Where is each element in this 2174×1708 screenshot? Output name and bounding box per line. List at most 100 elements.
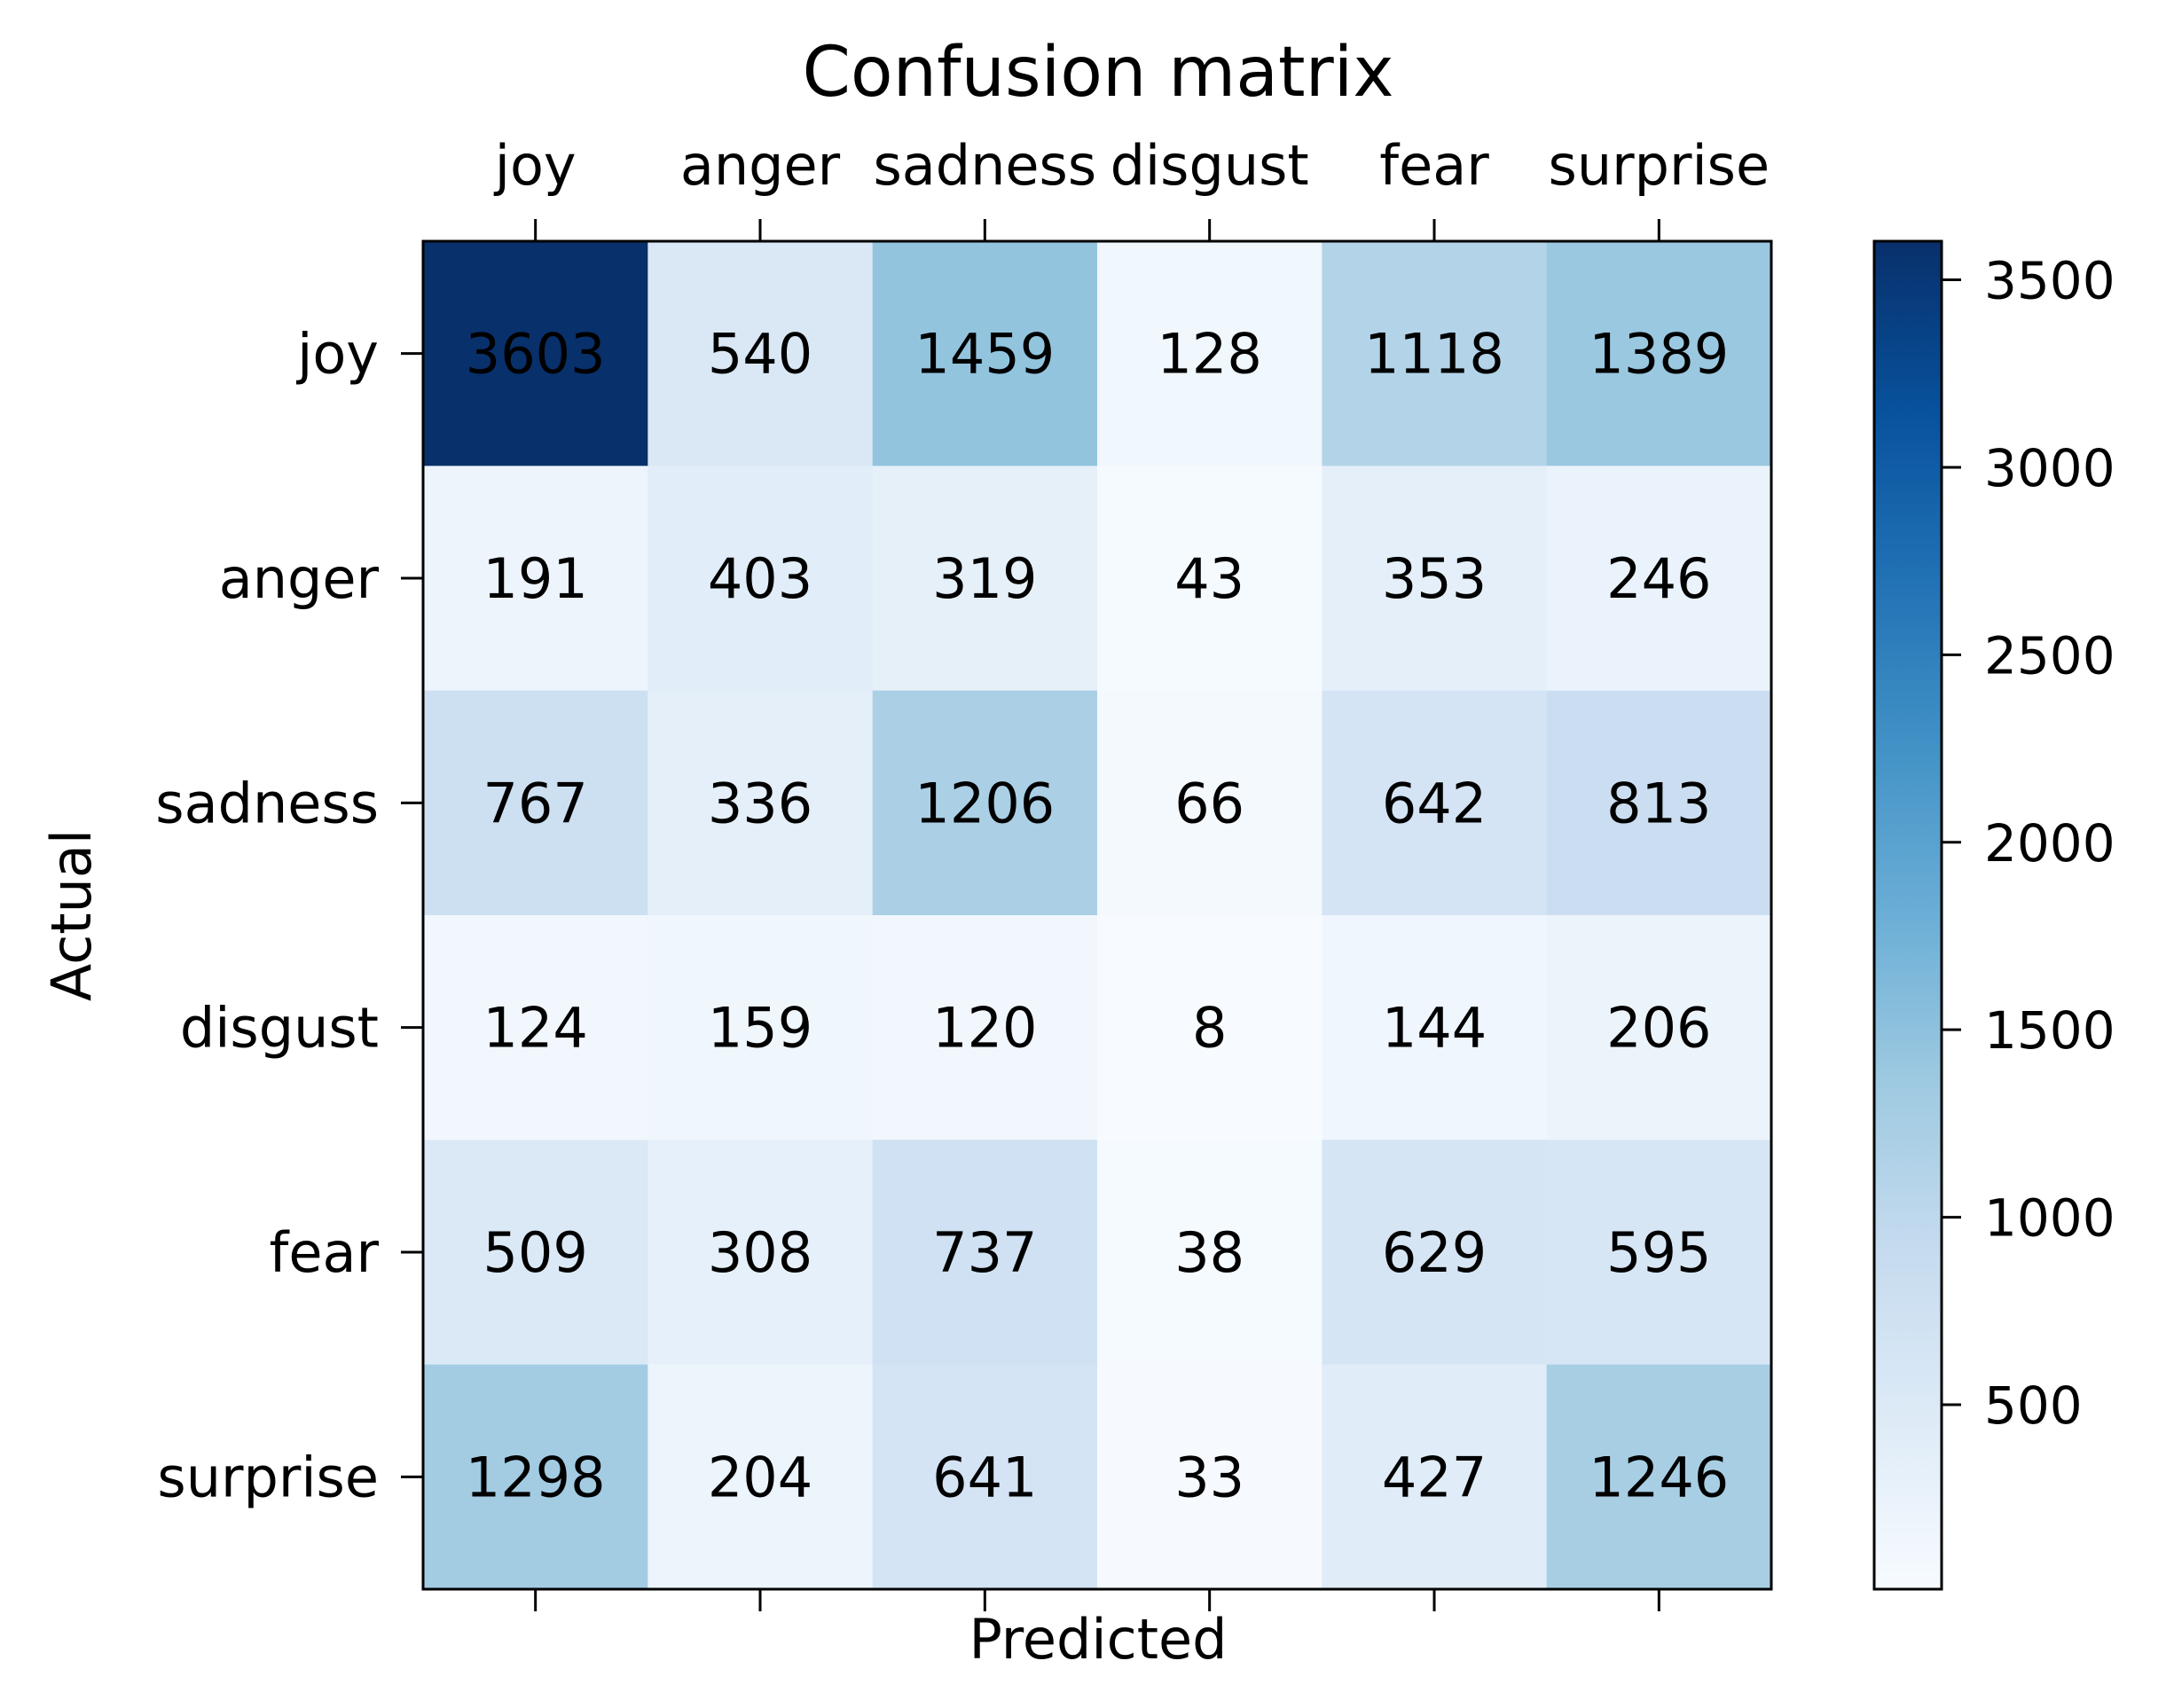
cell-value-label: 206 (1606, 996, 1711, 1061)
y-tick-label: sadness (155, 771, 379, 835)
x-tick-label: disgust (1111, 133, 1309, 198)
cell-value-label: 353 (1382, 546, 1487, 611)
heatmap-cell (1322, 690, 1548, 916)
heatmap-cell (1322, 466, 1548, 692)
heatmap-cell (872, 466, 1098, 692)
chart-title: Confusion matrix (802, 33, 1393, 113)
cell-value-label: 124 (483, 996, 587, 1061)
cell-value-label: 159 (708, 996, 812, 1061)
y-tick-label: disgust (180, 996, 379, 1061)
y-tick-label: anger (219, 546, 380, 611)
cell-value-label: 246 (1606, 546, 1711, 611)
heatmap-cell (1546, 1364, 1772, 1590)
colorbar-tick-label: 1500 (1984, 1000, 2115, 1061)
x-tick-label: sadness (873, 133, 1096, 198)
colorbar-tick-label: 2000 (1984, 813, 2115, 874)
cell-value-label: 642 (1382, 771, 1487, 835)
cell-value-label: 540 (708, 322, 812, 387)
heatmap-cell (423, 1364, 648, 1590)
cell-value-label: 66 (1174, 771, 1244, 835)
cell-value-label: 509 (483, 1220, 587, 1285)
cell-value-label: 1298 (466, 1445, 606, 1509)
cell-value-label: 38 (1174, 1220, 1244, 1285)
cell-value-label: 319 (932, 546, 1037, 611)
cell-value-label: 767 (483, 771, 587, 835)
cell-value-label: 144 (1382, 996, 1487, 1061)
cell-value-label: 427 (1382, 1445, 1487, 1509)
heatmap-cell (647, 466, 874, 692)
cell-value-label: 128 (1157, 322, 1261, 387)
y-tick-label: fear (270, 1220, 380, 1285)
heatmap-cell (1097, 1140, 1322, 1366)
heatmap-cell (1097, 466, 1322, 692)
colorbar-ticks: 500 1000 1500 2000 2500 3000 3500 (1942, 251, 2115, 1436)
x-tick-label: anger (680, 133, 841, 198)
y-tick-label: surprise (157, 1445, 379, 1509)
cell-value-label: 1118 (1364, 322, 1504, 387)
heatmap-cell (1546, 1140, 1772, 1366)
heatmap-cell (1097, 241, 1322, 466)
cell-value-label: 120 (932, 996, 1037, 1061)
y-tick-label: joy (295, 322, 379, 387)
cell-value-label: 629 (1382, 1220, 1487, 1285)
y-axis-ticks: joy anger sadness disgust fear surprise (155, 322, 423, 1509)
colorbar-tick-label: 3000 (1984, 438, 2115, 498)
x-axis-ticks: joy anger sadness disgust fear surprise (493, 133, 1770, 1611)
cell-value-label: 33 (1174, 1445, 1244, 1509)
heatmap-cell (647, 1140, 874, 1366)
cell-value-label: 813 (1606, 771, 1711, 835)
heatmap-cell (423, 690, 648, 916)
heatmap-cell (423, 1140, 648, 1366)
colorbar-tick-label: 3500 (1984, 251, 2115, 311)
heatmap-cell (1546, 466, 1772, 692)
cell-value-label: 3603 (466, 322, 606, 387)
heatmap-cell (872, 1140, 1098, 1366)
cell-value-label: 308 (708, 1220, 812, 1285)
cell-value-label: 336 (708, 771, 812, 835)
heatmap-cell (1322, 1140, 1548, 1366)
plot-frame (421, 239, 1773, 1591)
heatmap-cell (872, 1364, 1098, 1590)
heatmap-cell (1097, 690, 1322, 916)
heatmap-cell (1546, 690, 1772, 916)
heatmap-cell (1322, 1364, 1548, 1590)
heatmap-cell (1322, 241, 1548, 466)
x-tick-label: joy (493, 133, 577, 198)
colorbar-tick-label: 500 (1984, 1375, 2083, 1436)
heatmap-cell (423, 241, 648, 466)
heatmap-cell (872, 915, 1098, 1140)
cell-value-label: 8 (1192, 996, 1227, 1061)
y-axis-label: Actual (39, 829, 104, 1001)
heatmap-cell (1546, 915, 1772, 1140)
heatmap-cells: 3603 540 1459 128 1118 1389 191 403 319 43 353 246 7… (423, 241, 1772, 1590)
heatmap-cell (423, 915, 648, 1140)
cell-value-label: 737 (932, 1220, 1037, 1285)
cell-value-label: 595 (1606, 1220, 1711, 1285)
colorbar-tick-label: 2500 (1984, 625, 2115, 686)
cell-value-label: 1206 (914, 771, 1055, 835)
cell-value-label: 1246 (1589, 1445, 1729, 1509)
colorbar-tick-label: 1000 (1984, 1188, 2115, 1249)
x-axis-label: Predicted (969, 1607, 1227, 1672)
heatmap-cell (647, 1364, 874, 1590)
heatmap-cell (647, 915, 874, 1140)
heatmap-cell (1322, 915, 1548, 1140)
cell-value-label: 204 (708, 1445, 812, 1509)
cell-value-label: 1389 (1589, 322, 1729, 387)
heatmap-cell (647, 241, 874, 466)
heatmap-cell (872, 690, 1098, 916)
colorbar (1872, 239, 1943, 1591)
heatmap-cell (1097, 915, 1322, 1140)
heatmap-cell (423, 466, 648, 692)
x-tick-label: fear (1379, 133, 1489, 198)
cell-value-label: 641 (932, 1445, 1037, 1509)
heatmap-cell (872, 241, 1098, 466)
cell-value-label: 191 (483, 546, 587, 611)
x-tick-label: surprise (1549, 133, 1770, 198)
heatmap-cell (647, 690, 874, 916)
heatmap-cell (1546, 241, 1772, 466)
cell-value-label: 43 (1174, 546, 1244, 611)
cell-value-label: 403 (708, 546, 812, 611)
heatmap-cell (1097, 1364, 1322, 1590)
